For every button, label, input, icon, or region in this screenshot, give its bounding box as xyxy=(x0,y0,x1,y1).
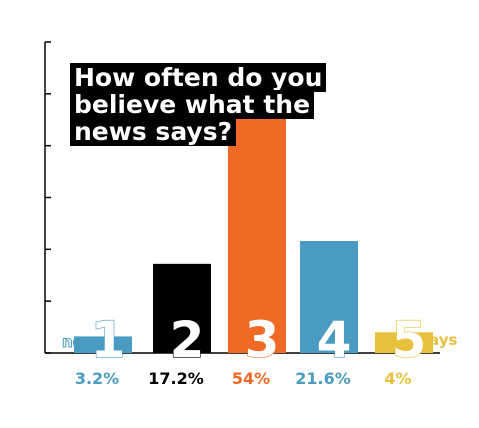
value-label: 17.2% xyxy=(148,369,204,388)
bar xyxy=(375,332,433,353)
title-box: How often do you believe what the news s… xyxy=(70,63,360,146)
value-label: 4% xyxy=(384,369,411,388)
x-tick-label: 2 xyxy=(170,311,205,369)
value-label: 54% xyxy=(232,369,270,388)
x-tick-label: 1 xyxy=(91,311,126,369)
value-label: 21.6% xyxy=(295,369,351,388)
value-label: 3.2% xyxy=(75,369,119,388)
chart-title: How often do you believe what the news s… xyxy=(70,63,327,146)
bar xyxy=(228,73,286,353)
x-tick-label: 3 xyxy=(245,311,280,369)
bar xyxy=(300,241,358,353)
x-tick-label: 4 xyxy=(317,311,352,369)
bar xyxy=(153,263,211,353)
x-tick-label: 5 xyxy=(392,311,427,369)
bar xyxy=(74,336,132,353)
